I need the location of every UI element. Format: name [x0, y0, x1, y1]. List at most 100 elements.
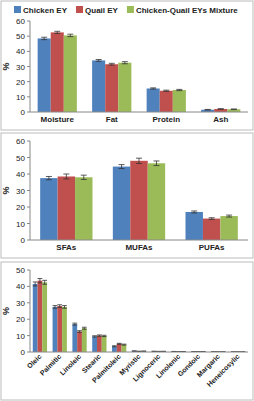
y-tick-label: 30 — [16, 187, 25, 196]
bar — [203, 219, 220, 240]
error-bar — [122, 344, 127, 346]
y-axis-label: % — [1, 62, 11, 70]
legend-label: Quail EY — [85, 6, 119, 15]
x-tick-label: MUFAs — [125, 243, 153, 252]
y-axis-label: % — [1, 307, 11, 315]
error-bar — [67, 34, 73, 36]
bar — [117, 344, 122, 352]
error-bar — [226, 215, 232, 217]
error-bar — [42, 280, 47, 284]
panel: 01020304050%OleicPalmiticLinoleicStearic… — [1, 262, 253, 400]
y-axis — [30, 141, 31, 240]
y-tick-label: 30 — [16, 299, 25, 308]
x-tick-label: Heneicosylic — [206, 353, 242, 389]
bar — [53, 307, 58, 352]
bar — [40, 178, 57, 240]
bar — [118, 63, 131, 112]
x-tick-label: Linoleic — [59, 353, 83, 377]
error-bar — [176, 89, 182, 90]
error-bar — [150, 88, 156, 89]
error-bar — [163, 90, 169, 91]
bar — [160, 91, 173, 112]
error-bar — [63, 174, 69, 179]
x-tick-label: Ash — [213, 115, 228, 124]
bar — [38, 38, 51, 112]
legend-swatch — [14, 6, 21, 13]
bar — [62, 307, 67, 352]
x-tick-label: SFAs — [56, 243, 77, 252]
bar — [112, 346, 117, 352]
y-tick-label: 10 — [16, 220, 25, 229]
y-tick-label: 20 — [16, 315, 25, 324]
error-bar — [46, 176, 52, 179]
error-bar — [112, 345, 117, 347]
bar — [105, 64, 118, 112]
marks — [40, 158, 238, 240]
error-bar — [102, 335, 107, 336]
x-tick-label: Palmitoleic — [91, 353, 122, 384]
y-tick-label: 0 — [21, 348, 26, 357]
bar — [58, 176, 75, 240]
error-bar — [53, 306, 58, 309]
bar — [113, 167, 130, 240]
bar — [147, 88, 160, 112]
panel-frame — [1, 262, 253, 400]
error-bar — [38, 279, 43, 283]
x-tick-label: Protein — [152, 115, 180, 124]
error-bar — [77, 331, 82, 333]
bar — [57, 306, 62, 352]
y-axis-label: % — [1, 186, 11, 194]
error-bar — [122, 62, 128, 64]
error-bar — [72, 323, 77, 325]
y-tick-label: 40 — [16, 47, 25, 56]
error-bar — [136, 158, 142, 163]
y-tick-label: 20 — [16, 78, 25, 87]
bar — [75, 177, 92, 240]
y-tick-label: 10 — [16, 332, 25, 341]
error-bar — [81, 175, 87, 179]
bar — [33, 284, 38, 352]
bar — [82, 328, 87, 352]
y-tick-label: 0 — [21, 108, 26, 117]
y-axis — [30, 270, 31, 352]
error-bar — [57, 305, 62, 308]
y-tick-label: 10 — [16, 93, 25, 102]
y-tick-label: 0 — [21, 236, 26, 245]
x-tick-label: Oleic — [26, 353, 43, 370]
error-bar — [231, 108, 237, 110]
bar — [72, 324, 77, 352]
marks — [38, 31, 241, 112]
error-bar — [119, 165, 125, 169]
y-tick-label: 60 — [16, 137, 25, 146]
legend-swatch — [127, 6, 134, 13]
error-bar — [209, 218, 215, 220]
bar — [97, 336, 102, 352]
bar — [92, 60, 105, 112]
error-bar — [153, 161, 159, 166]
legend-label: Chicken EY — [23, 6, 68, 15]
error-bar — [191, 211, 197, 213]
legend-label: Chicken-Quail EYs Mixture — [136, 6, 238, 15]
bar — [64, 35, 77, 112]
bar — [186, 212, 203, 240]
y-tick-label: 30 — [16, 63, 25, 72]
y-tick-label: 40 — [16, 282, 25, 291]
y-tick-label: 40 — [16, 170, 25, 179]
y-tick-label: 50 — [16, 32, 25, 41]
y-tick-label: 50 — [16, 266, 25, 275]
bar — [42, 282, 47, 352]
bar — [122, 345, 127, 352]
bar — [92, 336, 97, 352]
x-axis — [30, 240, 248, 241]
bar — [173, 90, 186, 112]
bar — [77, 332, 82, 353]
marks — [33, 279, 245, 352]
error-bar — [33, 282, 38, 286]
panel: 0102030405060%SFAsMUFAsPUFAs — [1, 133, 253, 258]
error-bar — [92, 336, 97, 337]
error-bar — [132, 350, 137, 351]
bar — [102, 336, 107, 352]
y-tick-label: 50 — [16, 154, 25, 163]
error-bar — [205, 109, 211, 111]
error-bar — [41, 37, 47, 39]
